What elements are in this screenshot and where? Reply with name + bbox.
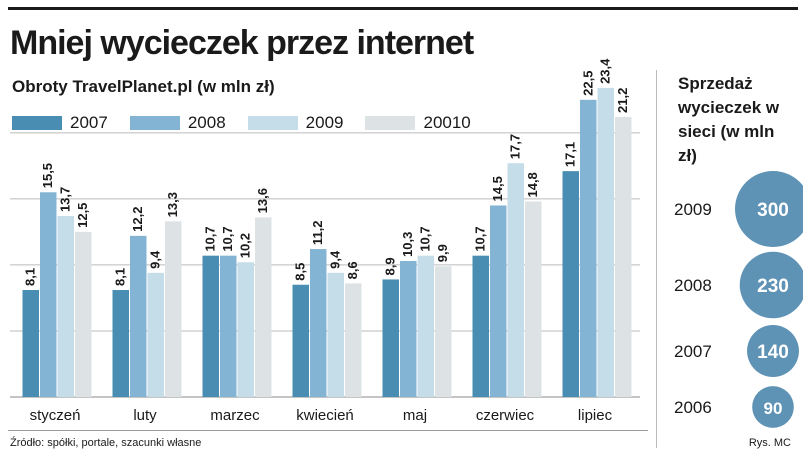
- category-label: lipiec: [578, 407, 613, 424]
- value-label: 23,4: [598, 58, 613, 84]
- legend-item-2007: 2007: [12, 113, 108, 133]
- category-label: luty: [133, 407, 157, 424]
- bar-2007-maj: [382, 279, 399, 397]
- bar-2007-styczeń: [22, 290, 39, 397]
- bar-2008-lipiec: [580, 99, 597, 397]
- category-label: czerwiec: [476, 407, 535, 424]
- legend-swatch-2008: [129, 116, 180, 130]
- value-label: 9,9: [435, 244, 450, 262]
- legend: 2007 2008 2009 20010: [12, 113, 493, 133]
- legend-item-2008: 2008: [129, 113, 226, 133]
- value-label: 8,1: [113, 268, 128, 286]
- value-label: 9,4: [148, 250, 163, 269]
- bar-20010-czerwiec: [525, 201, 542, 397]
- bubble-year-label: 2008: [674, 276, 712, 295]
- bar-2008-luty: [130, 235, 147, 397]
- bar-2008-kwiecień: [310, 249, 327, 397]
- credit: Rys. MC: [748, 437, 791, 449]
- bubble-value-label: 300: [757, 200, 789, 221]
- value-label: 11,2: [310, 220, 325, 245]
- legend-item-2009: 2009: [247, 113, 344, 133]
- bubble-value-label: 90: [764, 399, 783, 418]
- bar-2007-lipiec: [562, 171, 579, 397]
- source-note: Źródło: spółki, portale, szacunki własne: [10, 437, 202, 449]
- chart-subtitle: Obroty TravelPlanet.pl (w mln zł): [12, 77, 275, 96]
- bubble-year-label: 2009: [674, 200, 712, 219]
- bar-2009-marzec: [237, 262, 254, 397]
- bar-2007-luty: [112, 290, 129, 397]
- bubble-value-label: 230: [757, 276, 789, 297]
- bar-2008-czerwiec: [490, 205, 507, 397]
- value-label: 10,3: [400, 232, 415, 257]
- value-label: 13,6: [255, 188, 270, 213]
- bubble-year-label: 2007: [674, 342, 712, 361]
- legend-label-2009: 2009: [305, 113, 344, 132]
- value-label: 8,1: [23, 268, 38, 286]
- bubble-value-label: 140: [757, 342, 789, 363]
- bar-20010-luty: [165, 221, 182, 397]
- value-label: 17,7: [508, 134, 523, 159]
- bubble-chart: 300 2009 230 2008 140 2007 90 2006: [674, 171, 803, 428]
- bubble-year-label: 2006: [674, 398, 712, 417]
- value-label: 8,9: [383, 257, 398, 275]
- category-label: styczeń: [30, 407, 81, 424]
- side-panel-title: Sprzedaż wycieczek w sieci (w mln zł): [678, 74, 780, 165]
- value-label: 13,7: [58, 187, 73, 212]
- bar-2008-maj: [400, 260, 417, 397]
- legend-swatch-2009: [247, 116, 298, 130]
- value-label: 10,2: [238, 233, 253, 258]
- value-label: 10,7: [220, 226, 235, 251]
- bar-2007-kwiecień: [292, 284, 309, 397]
- legend-item-20010: 20010: [365, 113, 471, 133]
- category-label: maj: [403, 407, 427, 424]
- baseline-rule: [8, 430, 648, 431]
- bar-20010-marzec: [255, 217, 272, 397]
- bubble-2008: [739, 251, 803, 319]
- value-label: 10,7: [418, 226, 433, 251]
- value-label: 15,5: [40, 163, 55, 188]
- bar-2009-styczeń: [57, 216, 74, 397]
- bar-2007-czerwiec: [472, 255, 489, 397]
- bar-20010-styczeń: [75, 231, 92, 397]
- side-divider: [656, 70, 657, 448]
- legend-swatch-20010: [365, 116, 416, 130]
- bubble-2006: [752, 386, 794, 428]
- chart-title: Mniej wycieczek przez internet: [10, 24, 474, 62]
- legend-label-2007: 2007: [70, 113, 108, 132]
- value-label: 9,4: [328, 250, 343, 269]
- bar-2009-maj: [417, 255, 434, 397]
- bar-2008-marzec: [220, 255, 237, 397]
- legend-label-2008: 2008: [187, 113, 226, 132]
- top-rule: [8, 7, 798, 10]
- bar-2009-kwiecień: [327, 272, 344, 397]
- bar-chart: 8,1 15,513,712,5 styczeń 8,1 12,2 9,4 13,3 luty…: [10, 58, 640, 424]
- legend-label-20010: 20010: [423, 113, 471, 132]
- value-label: 14,5: [490, 176, 505, 201]
- value-label: 13,3: [165, 192, 180, 217]
- value-label: 21,2: [615, 88, 630, 113]
- value-label: 10,7: [203, 226, 218, 251]
- value-label: 14,8: [525, 172, 540, 197]
- value-label: 8,6: [345, 261, 360, 279]
- value-label: 8,5: [293, 263, 308, 281]
- bar-20010-maj: [435, 266, 452, 397]
- bar-2009-luty: [147, 272, 164, 397]
- value-label: 22,5: [580, 71, 595, 96]
- bar-2007-marzec: [202, 255, 219, 397]
- bar-2008-styczeń: [40, 192, 57, 397]
- bubble-2009: [735, 171, 803, 247]
- category-label: kwiecień: [296, 407, 354, 424]
- legend-swatch-2007: [12, 116, 62, 130]
- value-label: 10,7: [473, 226, 488, 251]
- category-label: marzec: [210, 407, 260, 424]
- bar-20010-lipiec: [615, 116, 632, 397]
- bar-2009-czerwiec: [507, 163, 524, 397]
- bar-20010-kwiecień: [345, 283, 362, 397]
- value-label: 12,5: [75, 203, 90, 228]
- value-label: 17,1: [563, 142, 578, 167]
- value-label: 12,2: [130, 207, 145, 232]
- bar-2009-lipiec: [597, 87, 614, 398]
- bubble-2007: [747, 325, 799, 377]
